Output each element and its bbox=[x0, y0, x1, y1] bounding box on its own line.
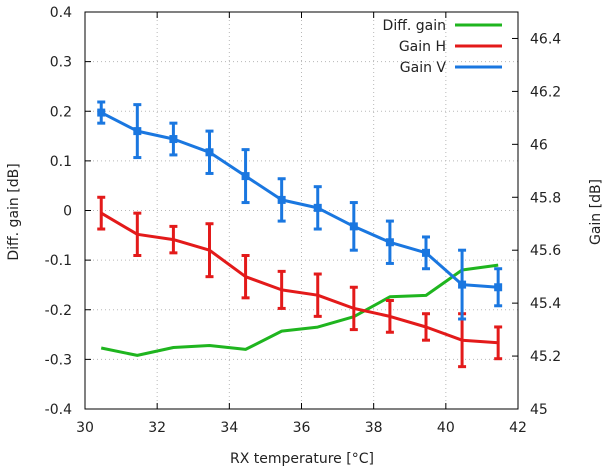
series-1 bbox=[97, 195, 503, 369]
x-tick-label: 36 bbox=[293, 420, 311, 436]
y-right-tick-label: 45.8 bbox=[530, 190, 561, 206]
y-right-tick-label: 45.6 bbox=[530, 243, 561, 259]
series-line bbox=[100, 111, 499, 289]
data-point-marker bbox=[385, 238, 394, 247]
data-point-marker bbox=[277, 195, 286, 204]
series-layer bbox=[97, 100, 503, 369]
y-left-tick-label: 0.3 bbox=[50, 55, 72, 71]
data-point-marker bbox=[349, 222, 358, 231]
grid bbox=[85, 12, 518, 409]
axis-ticks: 30 32 34 36 38 40 42 0.4 0.3 0.2 0.1 0 -0.1 -0.2 -0.3 -… bbox=[45, 5, 562, 436]
x-axis-label: RX temperature [°C] bbox=[230, 451, 374, 467]
x-tick-label: 42 bbox=[509, 420, 527, 436]
y-left-tick-label: -0.3 bbox=[45, 352, 72, 368]
y-left-tick-label: -0.1 bbox=[45, 253, 72, 269]
data-point-marker bbox=[133, 127, 142, 136]
x-tick-label: 34 bbox=[220, 420, 238, 436]
y-right-tick-label: 45.4 bbox=[530, 296, 561, 312]
series-line bbox=[100, 263, 499, 357]
y-left-tick-label: 0.4 bbox=[50, 5, 72, 21]
series-line bbox=[100, 211, 499, 345]
data-point-marker bbox=[241, 172, 250, 181]
x-tick-label: 30 bbox=[76, 420, 94, 436]
legend-label: Gain V bbox=[400, 60, 447, 76]
y-left-tick-label: 0.1 bbox=[50, 154, 72, 170]
x-tick-label: 32 bbox=[148, 420, 166, 436]
y-right-tick-label: 45 bbox=[530, 402, 548, 418]
data-point-marker bbox=[421, 248, 430, 257]
y-left-axis-label: Diff. gain [dB] bbox=[6, 163, 22, 260]
y-right-tick-label: 45.2 bbox=[530, 349, 561, 365]
data-point-marker bbox=[458, 280, 467, 289]
y-left-tick-label: 0 bbox=[63, 204, 72, 220]
data-point-marker bbox=[205, 148, 214, 157]
data-point-marker bbox=[97, 108, 106, 117]
series-2 bbox=[97, 100, 503, 321]
series-0 bbox=[100, 263, 499, 357]
y-right-axis-label: Gain [dB] bbox=[588, 179, 604, 245]
y-right-tick-label: 46 bbox=[530, 137, 548, 153]
y-right-tick-label: 46.2 bbox=[530, 84, 561, 100]
y-left-tick-label: 0.2 bbox=[50, 104, 72, 120]
y-left-tick-label: -0.4 bbox=[45, 402, 72, 418]
legend-label: Gain H bbox=[399, 39, 446, 55]
legend-label: Diff. gain bbox=[383, 18, 446, 34]
y-right-tick-label: 46.4 bbox=[530, 31, 561, 47]
x-tick-label: 38 bbox=[365, 420, 383, 436]
x-tick-label: 40 bbox=[437, 420, 455, 436]
data-point-marker bbox=[313, 203, 322, 212]
data-point-marker bbox=[494, 283, 503, 292]
legend: Diff. gain Gain H Gain V bbox=[383, 18, 502, 76]
y-left-tick-label: -0.2 bbox=[45, 303, 72, 319]
data-point-marker bbox=[169, 135, 178, 144]
